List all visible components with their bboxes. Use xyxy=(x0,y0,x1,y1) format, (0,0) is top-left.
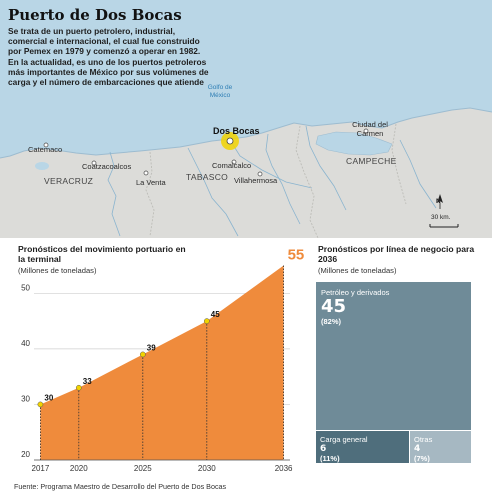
tile-percent: (82%) xyxy=(321,317,342,326)
label-veracruz: VERACRUZ xyxy=(44,176,94,186)
data-label-final: 55 xyxy=(288,247,305,264)
map-coastline xyxy=(0,107,492,159)
label-ciudad-del-carmen: Ciudad del Carmen xyxy=(352,120,388,138)
data-point xyxy=(37,401,44,408)
y-tick-label: 20 xyxy=(21,450,30,459)
tile-percent: (7%) xyxy=(414,454,430,463)
map-sea xyxy=(0,0,492,158)
tree-chart-title: Pronósticos por línea de negocio para 20… xyxy=(318,244,475,264)
intro-paragraph-1: Se trata de un puerto petrolero, industr… xyxy=(8,26,201,57)
dos-bocas-marker xyxy=(226,137,234,145)
tile-value: 45 xyxy=(321,296,347,317)
label-dos-bocas: Dos Bocas xyxy=(213,126,260,136)
tile-label: Carga general xyxy=(320,435,368,444)
intro-paragraph-2: En la actualidad, es uno de los puertos … xyxy=(8,56,209,88)
label-villahermosa: Villahermosa xyxy=(234,176,278,185)
label-campeche: CAMPECHE xyxy=(346,156,397,166)
tile-label: Otras xyxy=(414,435,433,444)
label-la-venta: La Venta xyxy=(136,178,166,187)
tile-petroleo: Petróleo y derivados 45 (82%) xyxy=(316,282,471,430)
tile-value: 6 xyxy=(320,444,327,454)
map xyxy=(0,0,492,238)
data-label: 30 xyxy=(44,393,53,402)
source-note: Fuente: Programa Maestro de Desarrollo d… xyxy=(14,482,227,491)
scale-label: 30 km. xyxy=(431,214,451,221)
label-comalcalco: Comalcalco xyxy=(212,161,252,170)
tree-chart-subtitle: (Millones de toneladas) xyxy=(318,266,397,275)
data-point xyxy=(139,351,146,358)
data-label: 33 xyxy=(83,377,92,386)
y-tick-label: 50 xyxy=(21,283,30,292)
north-arrow-icon xyxy=(437,194,443,209)
y-tick-label: 40 xyxy=(21,339,30,348)
tile-carga-general: Carga general 6 (11%) xyxy=(316,431,409,463)
north-label: N xyxy=(436,198,441,205)
map-rivers xyxy=(107,125,437,237)
map-lagoon xyxy=(315,131,393,156)
gulf-label: Golfo de México xyxy=(207,84,233,99)
y-tick-label: 30 xyxy=(21,394,30,403)
label-coatzacoalcos: Coatzacoalcos xyxy=(82,162,132,171)
page-title: Puerto de Dos Bocas xyxy=(8,6,182,24)
place-markers xyxy=(43,128,369,177)
tile-label: Petróleo y derivados xyxy=(321,288,390,297)
data-point xyxy=(203,318,210,324)
map-lake xyxy=(35,162,49,170)
x-tick-label: 2017 xyxy=(32,464,50,473)
line-chart-title: Pronósticos del movimiento portuario en … xyxy=(18,244,186,264)
label-tabasco: TABASCO xyxy=(186,172,229,182)
map-borders xyxy=(145,123,407,238)
data-label: 45 xyxy=(211,310,220,319)
tile-otras: Otras 4 (7%) xyxy=(410,431,471,463)
label-catemaco: Catemaco xyxy=(28,145,63,154)
x-tick-label: 2036 xyxy=(275,464,293,473)
intro-block: Puerto de Dos Bocas Se trata de un puert… xyxy=(8,6,213,87)
tile-value: 4 xyxy=(414,444,421,454)
treemap-chart: Petróleo y derivados 45 (82%) Carga general… xyxy=(316,282,472,464)
area-series xyxy=(40,265,284,460)
tile-percent: (11%) xyxy=(320,454,340,463)
data-label: 39 xyxy=(147,343,156,352)
line-chart-subtitle: (Millones de toneladas) xyxy=(18,266,97,275)
x-tick-label: 2020 xyxy=(70,464,88,473)
data-point xyxy=(75,384,82,391)
x-tick-label: 2025 xyxy=(134,464,152,473)
x-tick-label: 2030 xyxy=(198,464,216,473)
